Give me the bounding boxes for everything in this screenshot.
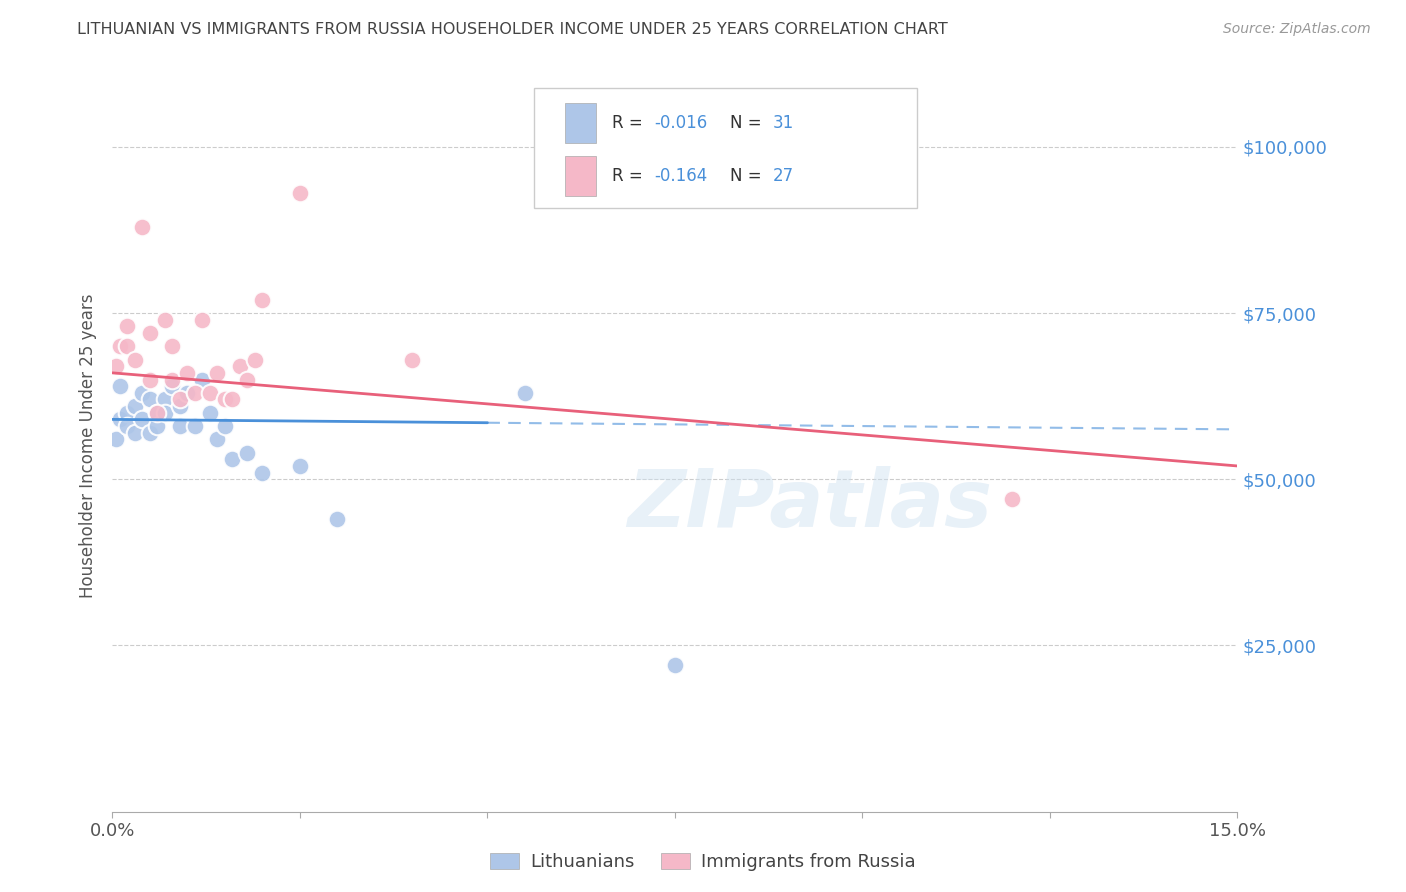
Point bbox=[146, 406, 169, 420]
Point bbox=[513, 385, 536, 400]
Point bbox=[146, 406, 169, 420]
Text: -0.164: -0.164 bbox=[655, 168, 707, 186]
Text: N =: N = bbox=[730, 114, 766, 132]
Point bbox=[162, 339, 184, 353]
Point bbox=[198, 385, 221, 400]
Point bbox=[176, 385, 198, 400]
Point bbox=[108, 339, 131, 353]
Point bbox=[139, 326, 162, 340]
Point bbox=[214, 419, 236, 434]
Point bbox=[664, 658, 686, 673]
Point bbox=[139, 372, 162, 386]
Point bbox=[117, 419, 139, 434]
Point bbox=[153, 312, 176, 326]
Point bbox=[243, 352, 266, 367]
Point bbox=[169, 399, 191, 413]
Point bbox=[229, 359, 252, 374]
Point bbox=[326, 512, 349, 526]
Point bbox=[169, 392, 191, 407]
Point bbox=[236, 372, 259, 386]
Text: R =: R = bbox=[612, 114, 648, 132]
Point bbox=[131, 219, 153, 234]
Point bbox=[288, 186, 311, 201]
Point bbox=[191, 372, 214, 386]
FancyBboxPatch shape bbox=[534, 87, 917, 209]
Point bbox=[139, 392, 162, 407]
Point bbox=[108, 412, 131, 426]
Point bbox=[131, 412, 153, 426]
Point bbox=[207, 433, 229, 447]
Point bbox=[117, 339, 139, 353]
Point bbox=[124, 425, 146, 440]
Point bbox=[401, 352, 423, 367]
Point bbox=[236, 445, 259, 459]
Point bbox=[162, 372, 184, 386]
Point bbox=[146, 419, 169, 434]
Point bbox=[153, 392, 176, 407]
Text: ZIPatlas: ZIPatlas bbox=[627, 466, 993, 543]
Point bbox=[131, 385, 153, 400]
Point bbox=[117, 406, 139, 420]
Text: Source: ZipAtlas.com: Source: ZipAtlas.com bbox=[1223, 22, 1371, 37]
Point bbox=[105, 433, 128, 447]
Point bbox=[198, 406, 221, 420]
Point bbox=[207, 366, 229, 380]
Text: N =: N = bbox=[730, 168, 766, 186]
Text: -0.016: -0.016 bbox=[655, 114, 707, 132]
FancyBboxPatch shape bbox=[565, 156, 596, 196]
Point bbox=[153, 406, 176, 420]
Point bbox=[176, 366, 198, 380]
Point bbox=[221, 452, 243, 467]
Point bbox=[162, 379, 184, 393]
Point bbox=[184, 419, 207, 434]
Point bbox=[124, 399, 146, 413]
Legend: Lithuanians, Immigrants from Russia: Lithuanians, Immigrants from Russia bbox=[484, 846, 922, 879]
Y-axis label: Householder Income Under 25 years: Householder Income Under 25 years bbox=[79, 293, 97, 599]
Point bbox=[191, 312, 214, 326]
Point bbox=[214, 392, 236, 407]
Point bbox=[184, 385, 207, 400]
Point bbox=[124, 352, 146, 367]
Point bbox=[252, 466, 274, 480]
Point bbox=[117, 319, 139, 334]
Text: 27: 27 bbox=[773, 168, 794, 186]
Point bbox=[252, 293, 274, 307]
Point bbox=[169, 419, 191, 434]
Point bbox=[288, 458, 311, 473]
Text: 31: 31 bbox=[773, 114, 794, 132]
Point bbox=[139, 425, 162, 440]
FancyBboxPatch shape bbox=[565, 103, 596, 143]
Point bbox=[108, 379, 131, 393]
Text: R =: R = bbox=[612, 168, 648, 186]
Point bbox=[105, 359, 128, 374]
Text: LITHUANIAN VS IMMIGRANTS FROM RUSSIA HOUSEHOLDER INCOME UNDER 25 YEARS CORRELATI: LITHUANIAN VS IMMIGRANTS FROM RUSSIA HOU… bbox=[77, 22, 948, 37]
Point bbox=[1001, 492, 1024, 507]
Point bbox=[221, 392, 243, 407]
